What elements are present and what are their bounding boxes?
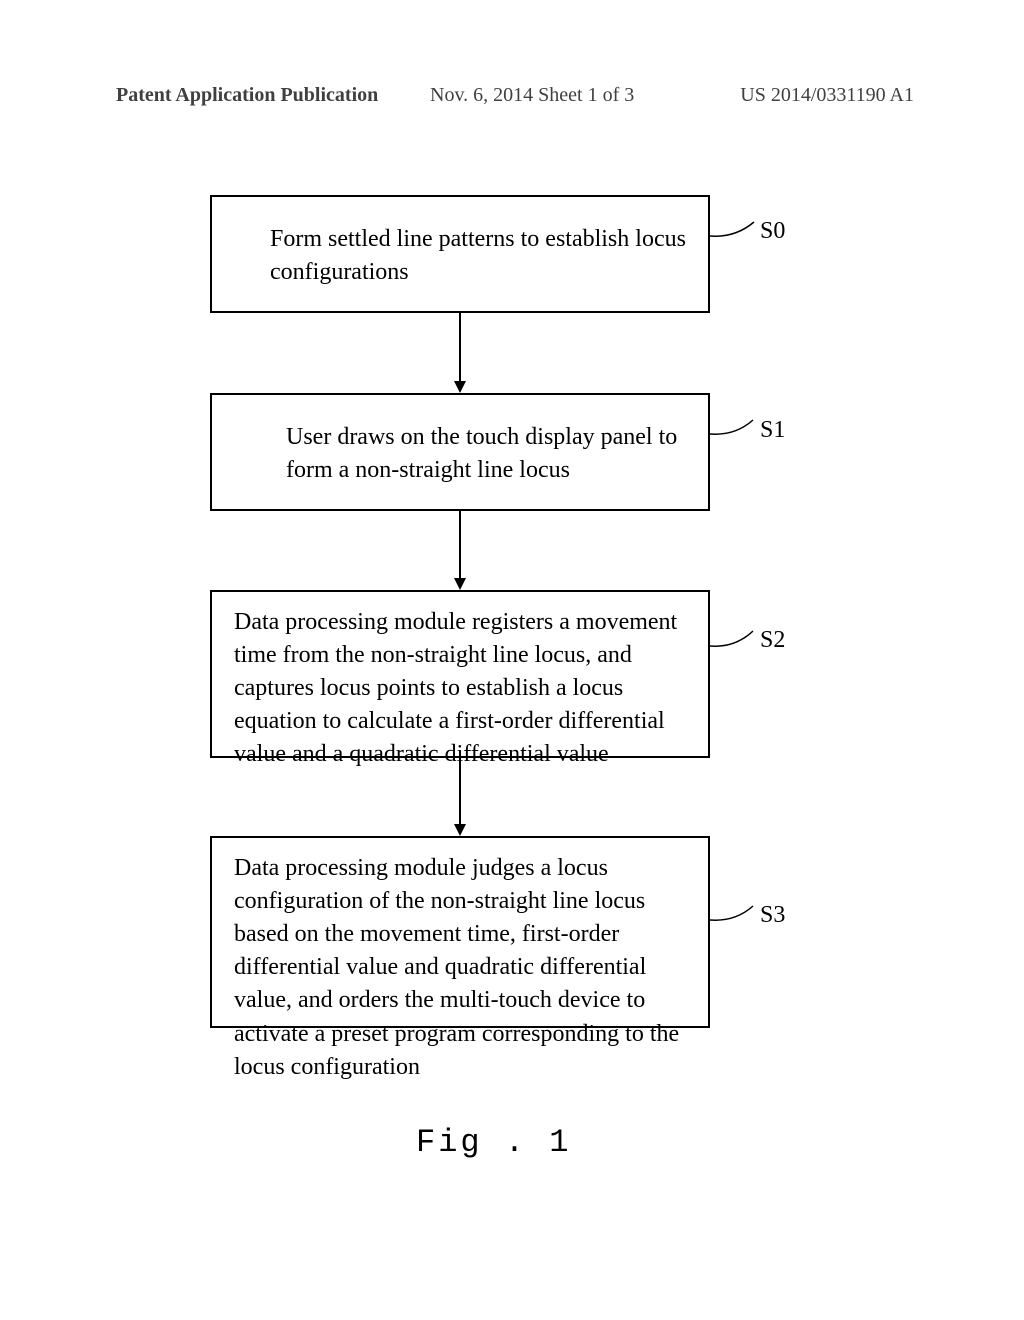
leader-s3: [0, 0, 1024, 1320]
figure-caption: Fig . 1: [416, 1124, 571, 1161]
page: Patent Application Publication Nov. 6, 2…: [0, 0, 1024, 1320]
